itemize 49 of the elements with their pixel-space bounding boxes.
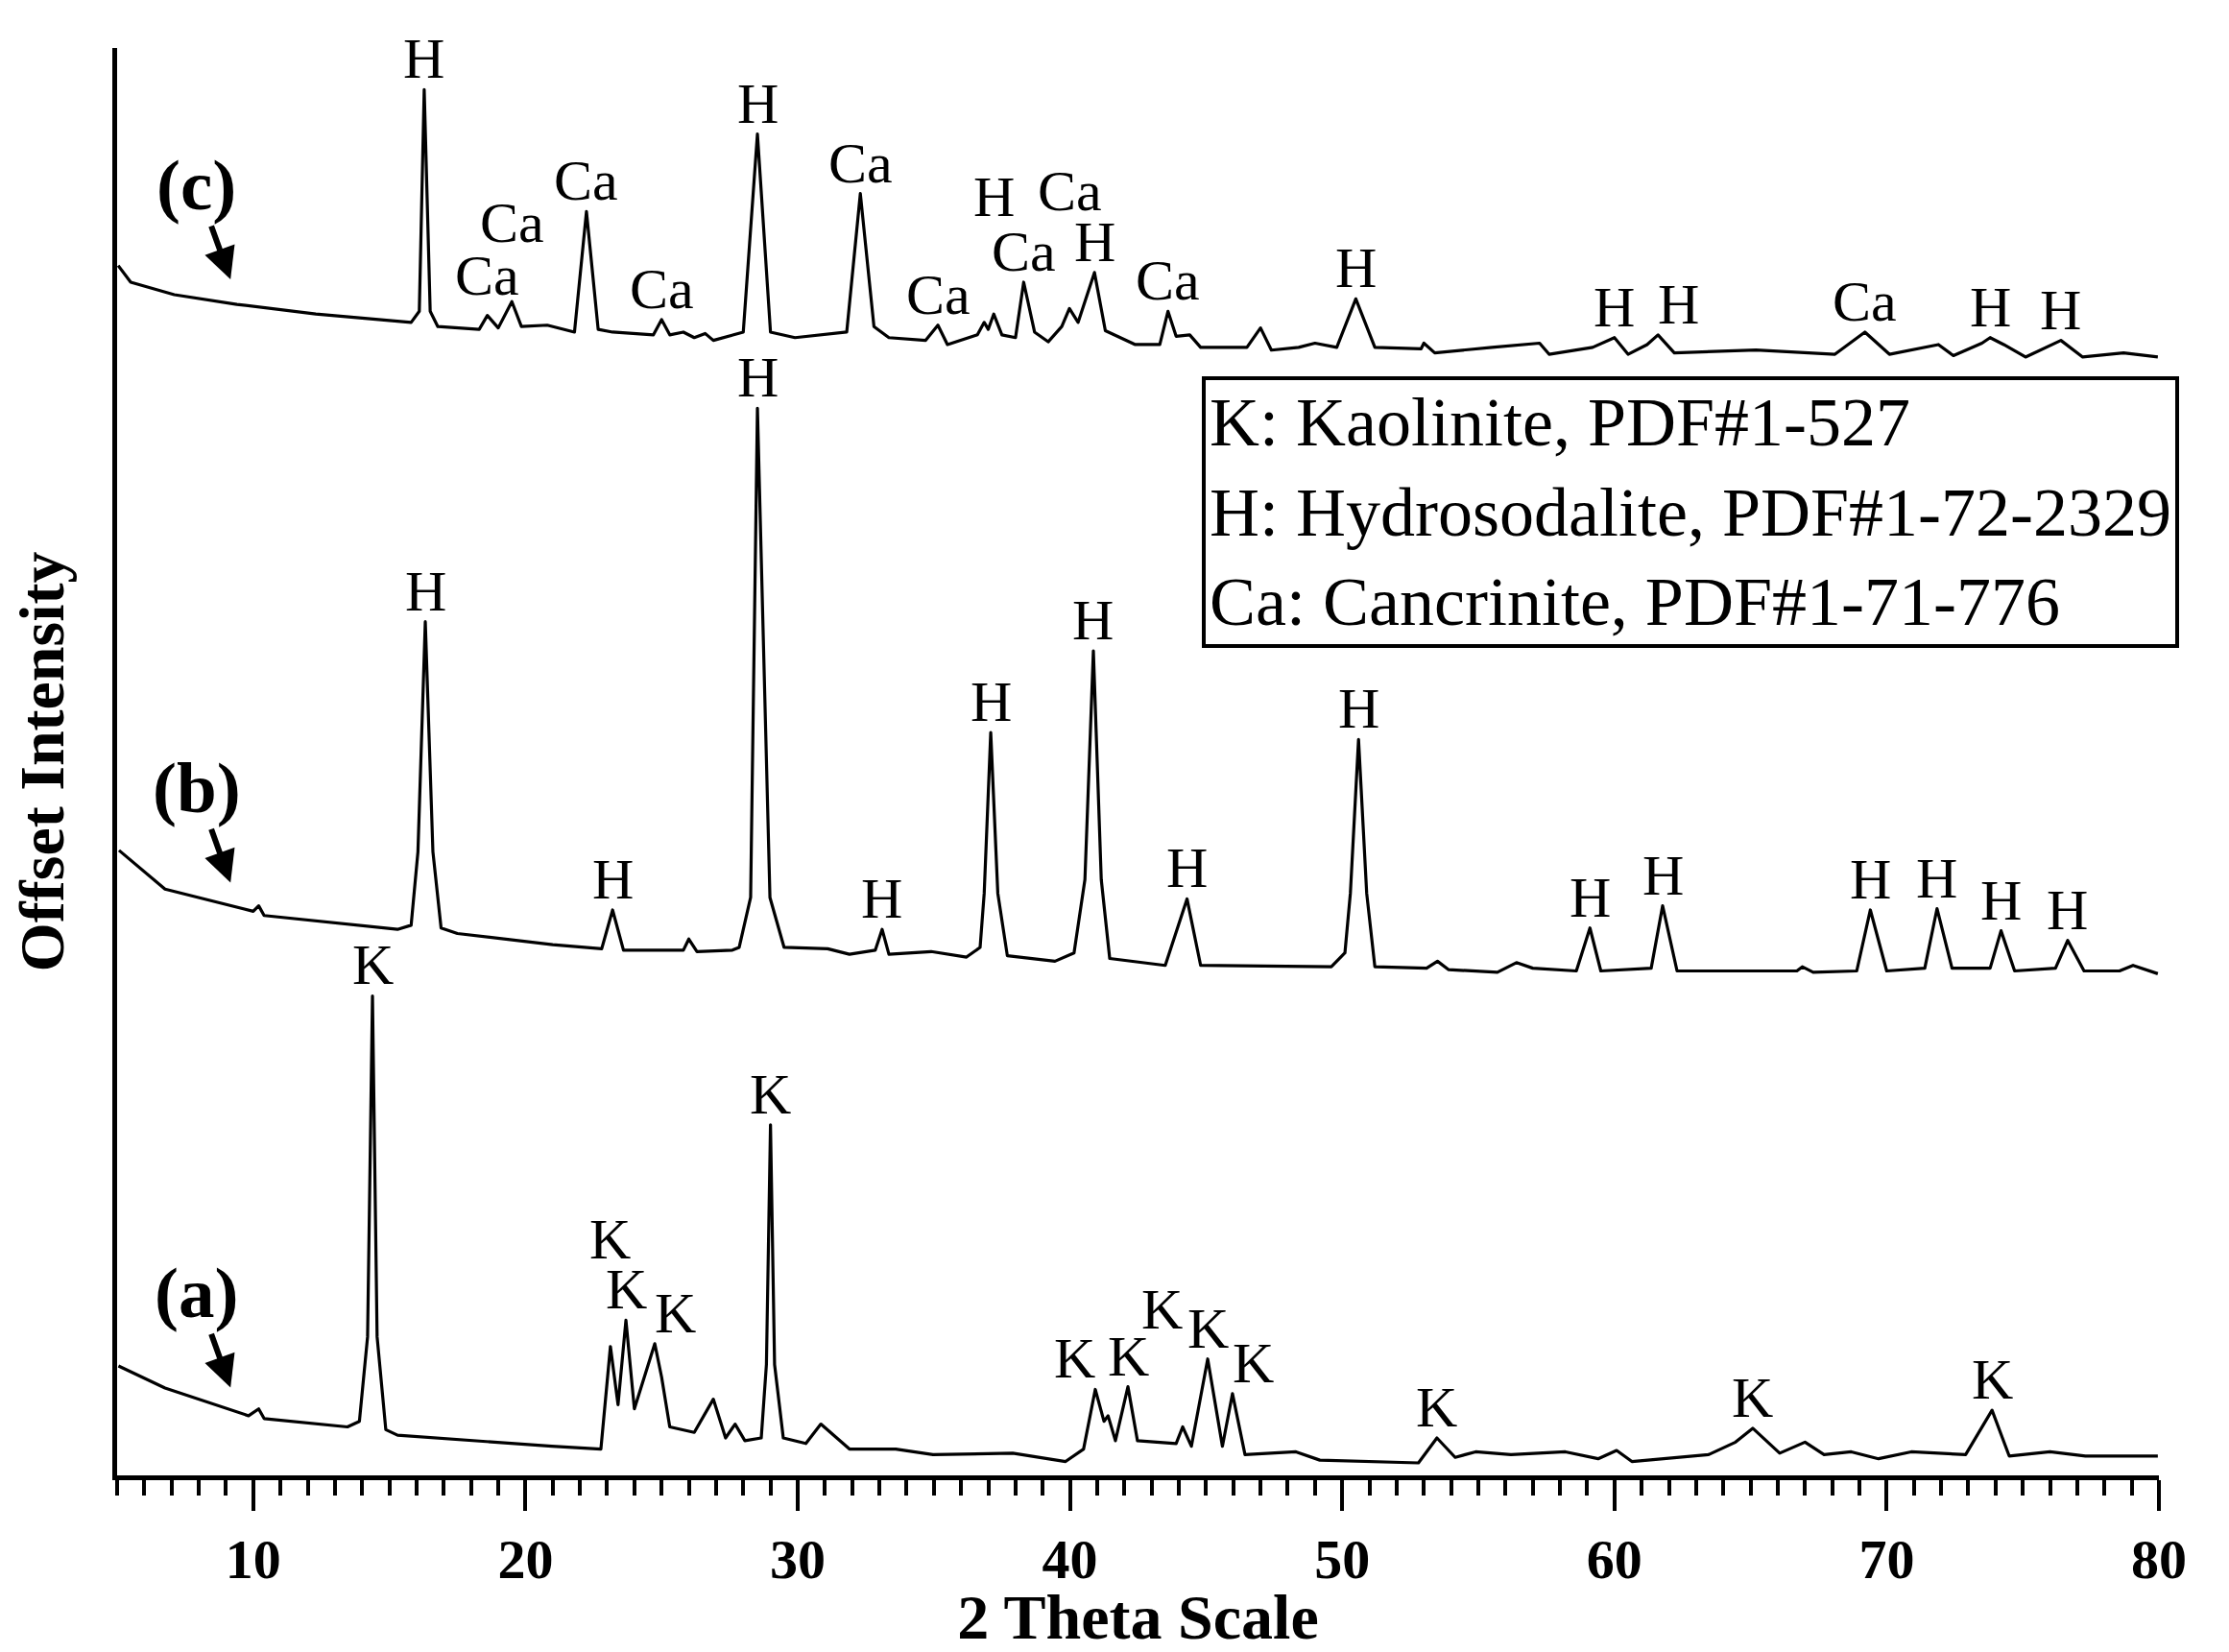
series-label: (a): [155, 1253, 239, 1332]
annotation: Ca: [1136, 249, 1200, 312]
annotation: K: [1732, 1366, 1774, 1429]
annotation: H: [971, 670, 1013, 733]
x-tick-label: 70: [1858, 1527, 1915, 1591]
x-tick-label: 30: [770, 1527, 826, 1591]
annotation: H: [1594, 275, 1636, 339]
annotation: H: [2040, 278, 2082, 342]
annotation: H: [1970, 275, 2012, 339]
annotation: Ca: [630, 257, 694, 321]
annotation: H: [1980, 869, 2023, 932]
annotation: H: [405, 560, 447, 623]
annotation: H: [1642, 844, 1685, 907]
annotation: H: [1335, 236, 1378, 299]
annotation: H: [1658, 273, 1700, 336]
annotation: H: [1570, 866, 1612, 929]
series-label: (c): [156, 145, 237, 225]
annotation: K: [1187, 1297, 1230, 1360]
annotation: K: [1054, 1327, 1096, 1390]
annotation: H: [1338, 677, 1380, 740]
annotation: Ca: [554, 149, 618, 212]
annotation: K: [1233, 1331, 1275, 1395]
series-label: (b): [153, 748, 241, 827]
annotation: Ca: [1833, 270, 1897, 333]
annotation: H: [592, 848, 635, 911]
annotation: H: [1166, 836, 1209, 899]
x-tick-label: 20: [497, 1527, 554, 1591]
annotation: H: [403, 27, 445, 90]
annotation: H: [861, 867, 903, 930]
annotation: Ca: [828, 132, 893, 195]
annotation: H: Hydrosodalite, PDF#1-72-2329: [1210, 473, 2171, 551]
annotation: K: [352, 933, 395, 996]
annotation: Ca: [906, 263, 971, 326]
x-tick-label: 80: [2131, 1527, 2187, 1591]
annotation: K: Kaolinite, PDF#1-527: [1210, 384, 1910, 461]
annotation: K: [1972, 1348, 2014, 1411]
annotation: K: [750, 1063, 792, 1126]
annotation: H: [737, 72, 779, 135]
annotation: Ca: Cancrinite, PDF#1-71-776: [1210, 563, 2060, 641]
annotation: H: [1072, 588, 1114, 652]
x-tick-label: 60: [1586, 1527, 1642, 1591]
annotation: H: [2047, 878, 2089, 942]
x-tick-label: 10: [225, 1527, 281, 1591]
annotation: K: [655, 1281, 697, 1345]
y-axis-title: Offset Intensity: [7, 551, 78, 972]
annotation: H: [1850, 848, 1892, 911]
annotation: K: [1416, 1376, 1458, 1439]
annotation: H: [737, 346, 779, 409]
annotation: H: [1916, 847, 1958, 910]
